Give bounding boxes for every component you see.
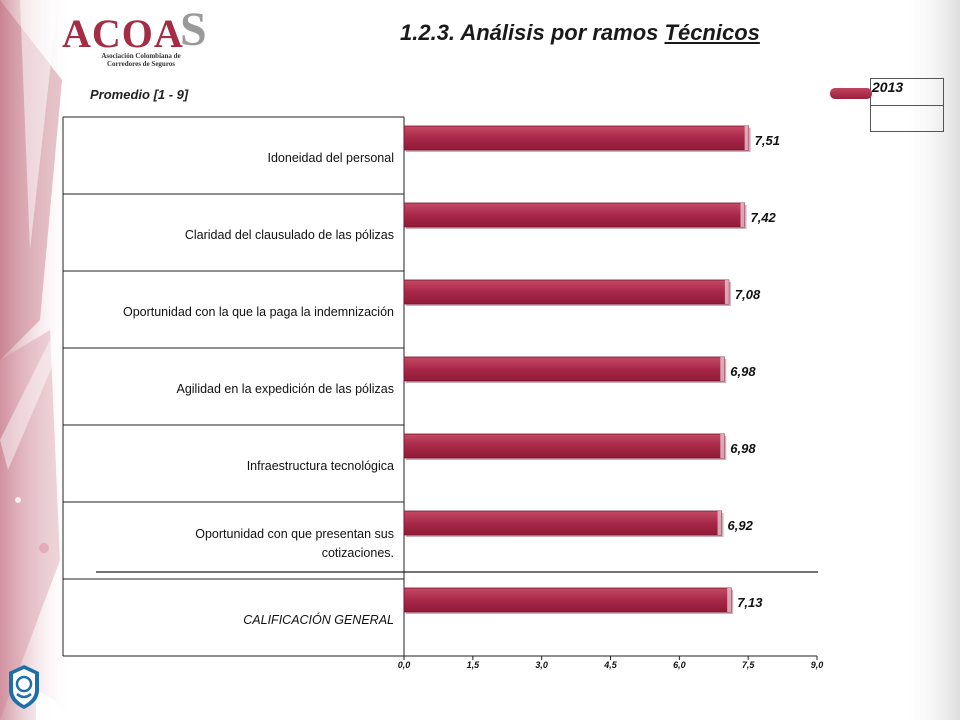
bar (403, 279, 730, 305)
x-tick-label: 9,0 (811, 660, 824, 670)
category-label: Idoneidad del personal (268, 151, 395, 165)
legend-label: 2013 (872, 79, 904, 95)
logo-subtitle-line1: Asociación Colombiana de (101, 52, 181, 60)
acoas-logo: ACOA S Asociación Colombiana de Corredor… (62, 3, 212, 70)
x-tick-label: 1,5 (467, 660, 481, 670)
category-label: CALIFICACIÓN GENERAL (243, 612, 394, 627)
bar-value-label: 6,92 (728, 518, 754, 533)
bar-value-label: 7,42 (750, 210, 776, 225)
logo-letter-s: S (180, 3, 207, 56)
bar (403, 587, 732, 613)
bar-end-highlight (717, 511, 722, 535)
bar-value-label: 7,51 (755, 133, 780, 148)
bar-value-label: 6,98 (730, 364, 756, 379)
page-title: 1.2.3. Análisis por ramos Técnicos (400, 20, 760, 46)
category-label: Infraestructura tecnológica (247, 459, 394, 473)
legend-swatch (830, 88, 872, 99)
x-tick-label: 7,5 (742, 660, 756, 670)
bar (403, 510, 722, 536)
logo-subtitle-line2: Corredores de Seguros (106, 60, 176, 68)
shield-emblem-icon (9, 665, 39, 709)
category-label: Claridad del clausulado de las pólizas (185, 228, 394, 242)
bar-end-highlight (740, 203, 745, 227)
category-label: Oportunidad con que presentan sus (195, 527, 394, 541)
bar-value-label: 6,98 (730, 441, 756, 456)
bar-end-highlight (720, 434, 725, 458)
title-underlined: Técnicos (664, 20, 760, 45)
x-tick-label: 0,0 (398, 660, 411, 670)
chart-legend: 2013 (828, 78, 944, 132)
bar-end-highlight (744, 126, 749, 150)
bar (403, 356, 725, 382)
bar-end-highlight (720, 357, 725, 381)
x-tick-label: 4,5 (603, 660, 618, 670)
category-label: cotizaciones. (322, 546, 394, 560)
legend-table (870, 78, 944, 132)
category-label: Oportunidad con la que la paga la indemn… (123, 305, 394, 319)
bar-value-label: 7,13 (737, 595, 763, 610)
logo-subtitle: Asociación Colombiana de Corredores de S… (86, 52, 196, 68)
bar-end-highlight (724, 280, 729, 304)
bar (403, 433, 725, 459)
logo-wordmark: ACOA (62, 11, 184, 56)
title-prefix: 1.2.3. Análisis por ramos (400, 20, 665, 45)
x-tick-label: 3,0 (535, 660, 548, 670)
x-tick-label: 6,0 (673, 660, 686, 670)
bar-value-label: 7,08 (735, 287, 761, 302)
category-label: Agilidad en la expedición de las pólizas (176, 382, 394, 396)
chart-subtitle: Promedio [1 - 9] (90, 87, 189, 102)
bar (403, 125, 750, 151)
bar (403, 202, 745, 228)
bar-end-highlight (727, 588, 732, 612)
